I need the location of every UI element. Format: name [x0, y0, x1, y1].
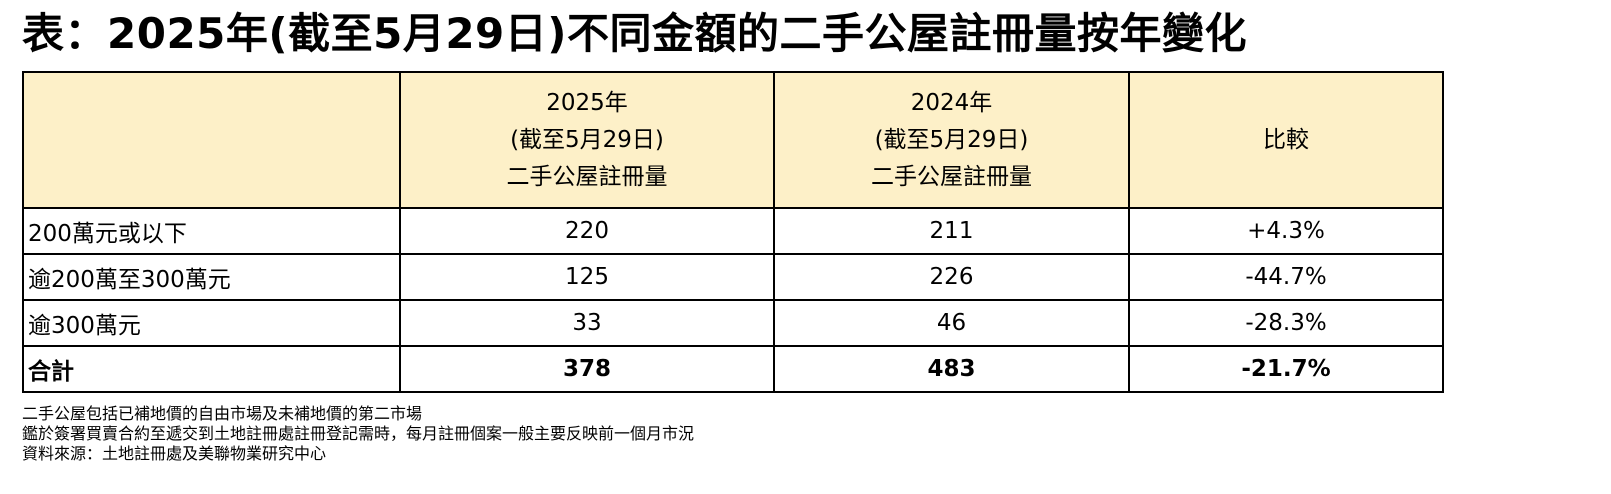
header-change: 比較 [1128, 71, 1444, 209]
cell-change: -28.3% [1128, 299, 1444, 347]
row-label: 合計 [22, 345, 401, 393]
header-2025-period: (截至5月29日) [510, 126, 664, 153]
cell-2025: 125 [399, 253, 775, 301]
registration-table: 2025年 (截至5月29日) 二手公屋註冊量 2024年 (截至5月29日) … [22, 71, 1444, 393]
cell-change: -21.7% [1128, 345, 1444, 393]
table-row: 200萬元或以下 220 211 +4.3% [22, 207, 1444, 255]
table-row: 逾200萬至300萬元 125 226 -44.7% [22, 253, 1444, 301]
page-title: 表：2025年(截至5月29日)不同金額的二手公屋註冊量按年變化 [22, 9, 1247, 58]
header-2024-metric: 二手公屋註冊量 [871, 163, 1032, 190]
cell-2025: 220 [399, 207, 775, 255]
header-change-label: 比較 [1263, 126, 1309, 153]
table-row-total: 合計 378 483 -21.7% [22, 345, 1444, 393]
row-label: 逾200萬至300萬元 [22, 253, 401, 301]
row-label: 逾300萬元 [22, 299, 401, 347]
header-2025-metric: 二手公屋註冊量 [506, 163, 668, 190]
footnote-source: 資料來源：土地註冊處及美聯物業研究中心 [22, 444, 327, 463]
cell-2025: 378 [399, 345, 775, 393]
cell-2024: 483 [773, 345, 1130, 393]
header-2025-year: 2025年 [546, 89, 628, 116]
cell-change: -44.7% [1128, 253, 1444, 301]
header-2024-year: 2024年 [910, 89, 993, 116]
cell-change: +4.3% [1128, 207, 1444, 255]
cell-2024: 211 [773, 207, 1130, 255]
table-header-row: 2025年 (截至5月29日) 二手公屋註冊量 2024年 (截至5月29日) … [22, 71, 1444, 209]
row-label: 200萬元或以下 [22, 207, 401, 255]
cell-2024: 226 [773, 253, 1130, 301]
table-row: 逾300萬元 33 46 -28.3% [22, 299, 1444, 347]
header-2024: 2024年 (截至5月29日) 二手公屋註冊量 [773, 71, 1130, 209]
cell-2025: 33 [399, 299, 775, 347]
header-category [22, 71, 401, 209]
header-2025: 2025年 (截至5月29日) 二手公屋註冊量 [399, 71, 775, 209]
footnote: 二手公屋包括已補地價的自由市場及未補地價的第二市場 [22, 404, 423, 423]
cell-2024: 46 [773, 299, 1130, 347]
header-2024-period: (截至5月29日) [874, 126, 1029, 153]
footnotes: 二手公屋包括已補地價的自由市場及未補地價的第二市場 鑑於簽署買賣合約至遞交到土地… [22, 404, 694, 464]
footnote: 鑑於簽署買賣合約至遞交到土地註冊處註冊登記需時，每月註冊個案一般主要反映前一個月… [22, 424, 695, 443]
